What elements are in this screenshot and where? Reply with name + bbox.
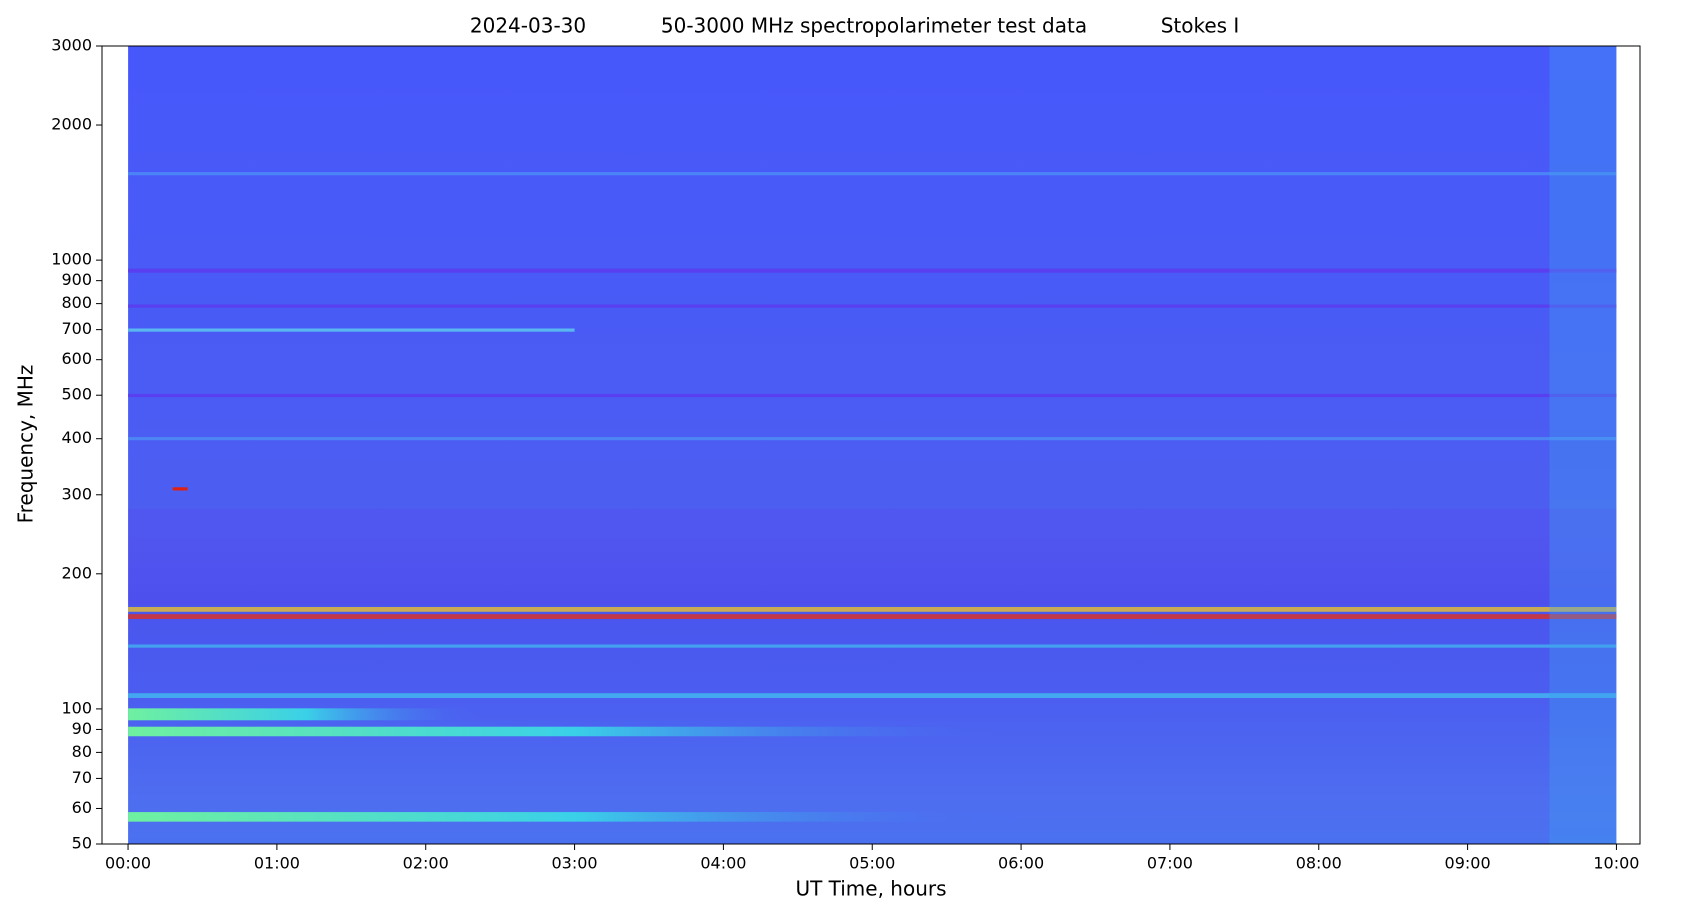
y-tick-label: 90 xyxy=(72,719,92,738)
x-tick-label: 05:00 xyxy=(849,854,895,873)
y-tick-label: 1000 xyxy=(51,250,92,269)
y-tick-label: 800 xyxy=(61,293,92,312)
title-date: 2024-03-30 xyxy=(470,14,586,38)
y-tick-label: 600 xyxy=(61,349,92,368)
y-tick-label: 500 xyxy=(61,385,92,404)
y-tick-label: 100 xyxy=(61,698,92,717)
y-tick-label: 200 xyxy=(61,563,92,582)
y-tick-label: 700 xyxy=(61,319,92,338)
y-tick-label: 400 xyxy=(61,428,92,447)
plot-frame xyxy=(101,45,1641,845)
spectrogram xyxy=(128,46,1617,844)
x-tick-label: 00:00 xyxy=(105,854,151,873)
title-stokes: Stokes I xyxy=(1161,14,1240,38)
y-tick-label: 300 xyxy=(61,484,92,503)
x-tick-label: 06:00 xyxy=(998,854,1044,873)
y-tick-label: 60 xyxy=(72,798,92,817)
y-tick-label: 3000 xyxy=(51,36,92,55)
y-tick-label: 50 xyxy=(72,834,92,853)
x-tick-label: 02:00 xyxy=(403,854,449,873)
x-axis-label: UT Time, hours xyxy=(795,877,946,901)
y-tick-label: 900 xyxy=(61,270,92,289)
x-tick-label: 08:00 xyxy=(1296,854,1342,873)
x-tick-label: 07:00 xyxy=(1147,854,1193,873)
title-main: 50-3000 MHz spectropolarimeter test data xyxy=(661,14,1087,38)
y-axis-label: Frequency, MHz xyxy=(14,365,38,524)
x-tick-label: 03:00 xyxy=(552,854,598,873)
y-tick-label: 80 xyxy=(72,742,92,761)
x-tick-label: 10:00 xyxy=(1593,854,1639,873)
x-tick-label: 09:00 xyxy=(1445,854,1491,873)
y-tick-label: 70 xyxy=(72,768,92,787)
x-tick-label: 04:00 xyxy=(700,854,746,873)
y-tick-label: 2000 xyxy=(51,115,92,134)
x-tick-label: 01:00 xyxy=(254,854,300,873)
